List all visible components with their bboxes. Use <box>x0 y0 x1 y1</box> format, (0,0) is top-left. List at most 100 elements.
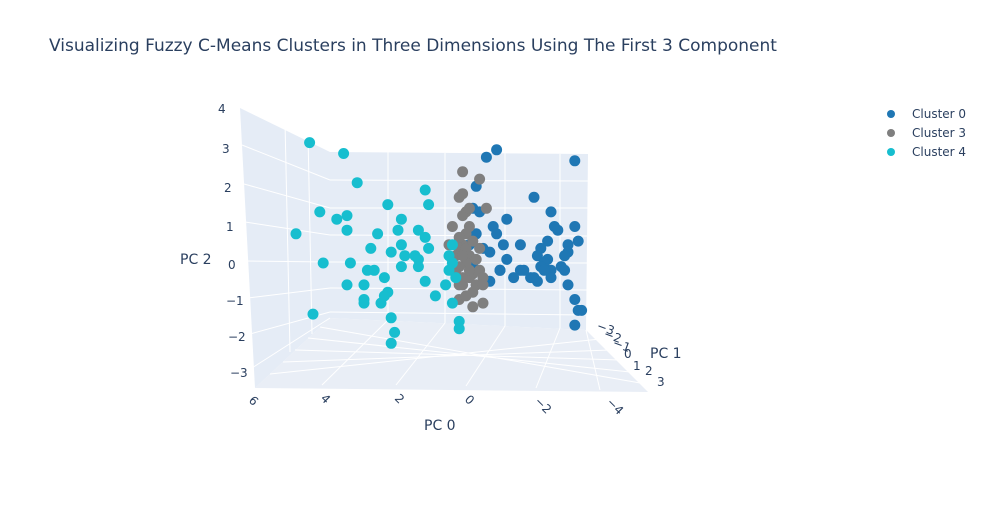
data-point <box>378 290 390 302</box>
data-points <box>290 137 588 349</box>
data-point <box>528 272 540 284</box>
data-point <box>518 264 530 276</box>
data-point <box>559 264 571 276</box>
data-point <box>467 301 479 313</box>
x-tick-label: 4 <box>318 391 333 406</box>
data-point <box>385 312 397 324</box>
x-axis-title: PC 0 <box>424 418 456 434</box>
data-point <box>453 323 465 335</box>
y-tick-label: 2 <box>645 364 653 378</box>
legend-marker-icon <box>887 129 895 137</box>
y-tick-label: −3 <box>595 319 616 338</box>
data-point <box>497 239 509 251</box>
z-tick-label: −3 <box>230 366 248 380</box>
data-point <box>463 202 475 214</box>
y-tick-label: −1 <box>611 336 632 355</box>
y-axis-ticks: −3 −2 −1 0 1 2 3 <box>595 319 665 389</box>
data-point <box>385 246 397 258</box>
data-point <box>569 221 581 232</box>
z-tick-label: 2 <box>224 181 232 195</box>
left-wall-grid <box>241 121 331 369</box>
data-point <box>423 242 435 254</box>
data-point <box>542 235 554 247</box>
z-tick-label: 1 <box>226 220 234 234</box>
data-point <box>494 264 506 276</box>
data-point <box>395 239 407 251</box>
data-point <box>474 173 486 185</box>
data-point <box>545 272 557 284</box>
legend-label: Cluster 0 <box>912 107 966 121</box>
data-point <box>372 228 384 240</box>
data-point <box>290 228 302 240</box>
chart-title: Visualizing Fuzzy C-Means Clusters in Th… <box>49 36 777 56</box>
y-tick-label: 0 <box>624 347 632 361</box>
data-point <box>440 279 452 291</box>
data-point <box>467 235 479 247</box>
data-point <box>491 228 503 240</box>
data-point <box>385 337 397 349</box>
legend[interactable]: Cluster 0 Cluster 3 Cluster 4 <box>887 107 966 159</box>
z-tick-label: −1 <box>226 294 244 308</box>
data-point <box>429 290 441 302</box>
data-point <box>446 221 458 232</box>
data-point <box>419 275 431 287</box>
data-point <box>395 261 407 273</box>
data-point <box>457 250 469 262</box>
legend-item-cluster-0[interactable]: Cluster 0 <box>887 107 966 121</box>
x-tick-label: 0 <box>462 392 477 407</box>
z-tick-label: −2 <box>228 330 246 344</box>
data-point <box>569 294 581 305</box>
data-point <box>457 188 469 200</box>
data-point <box>477 279 489 291</box>
z-tick-label: 0 <box>228 258 236 272</box>
data-point <box>382 199 394 211</box>
data-point <box>562 279 574 291</box>
y-tick-label: 1 <box>633 359 641 373</box>
data-point <box>460 290 472 302</box>
data-point <box>576 304 588 316</box>
data-point <box>344 257 356 269</box>
legend-marker-icon <box>887 148 895 156</box>
data-point <box>395 213 407 225</box>
data-point <box>538 264 550 276</box>
data-point <box>528 191 540 203</box>
data-point <box>470 253 482 265</box>
data-point <box>572 235 584 247</box>
data-point <box>450 272 462 284</box>
y-tick-label: 3 <box>657 375 665 389</box>
legend-item-cluster-3[interactable]: Cluster 3 <box>887 126 966 140</box>
data-point <box>331 213 343 225</box>
data-point <box>389 326 401 338</box>
data-point <box>552 224 564 236</box>
data-point <box>474 242 486 254</box>
data-point <box>341 210 353 222</box>
data-point <box>501 213 513 225</box>
data-point <box>314 206 326 218</box>
data-point <box>341 224 353 236</box>
data-point <box>514 239 526 251</box>
floor-grid <box>269 319 641 391</box>
data-point <box>358 297 370 309</box>
data-point <box>419 231 431 243</box>
data-point <box>446 239 458 251</box>
data-point <box>480 151 492 163</box>
z-tick-label: 3 <box>222 142 230 156</box>
data-point <box>317 257 329 269</box>
data-point <box>423 199 435 211</box>
legend-item-cluster-4[interactable]: Cluster 4 <box>887 145 966 159</box>
data-point <box>358 279 370 291</box>
data-point <box>508 272 520 284</box>
data-point <box>531 250 543 262</box>
data-point <box>392 224 404 236</box>
z-axis-ticks: 4 3 2 1 0 −1 −2 −3 <box>218 102 248 380</box>
data-point <box>480 202 492 214</box>
x-tick-label: −2 <box>532 394 554 416</box>
data-point <box>307 308 319 320</box>
data-point <box>491 144 503 156</box>
data-point <box>457 210 469 222</box>
data-point <box>361 264 373 276</box>
scene[interactable] <box>240 108 648 392</box>
data-point <box>412 224 424 236</box>
data-point <box>378 272 390 284</box>
